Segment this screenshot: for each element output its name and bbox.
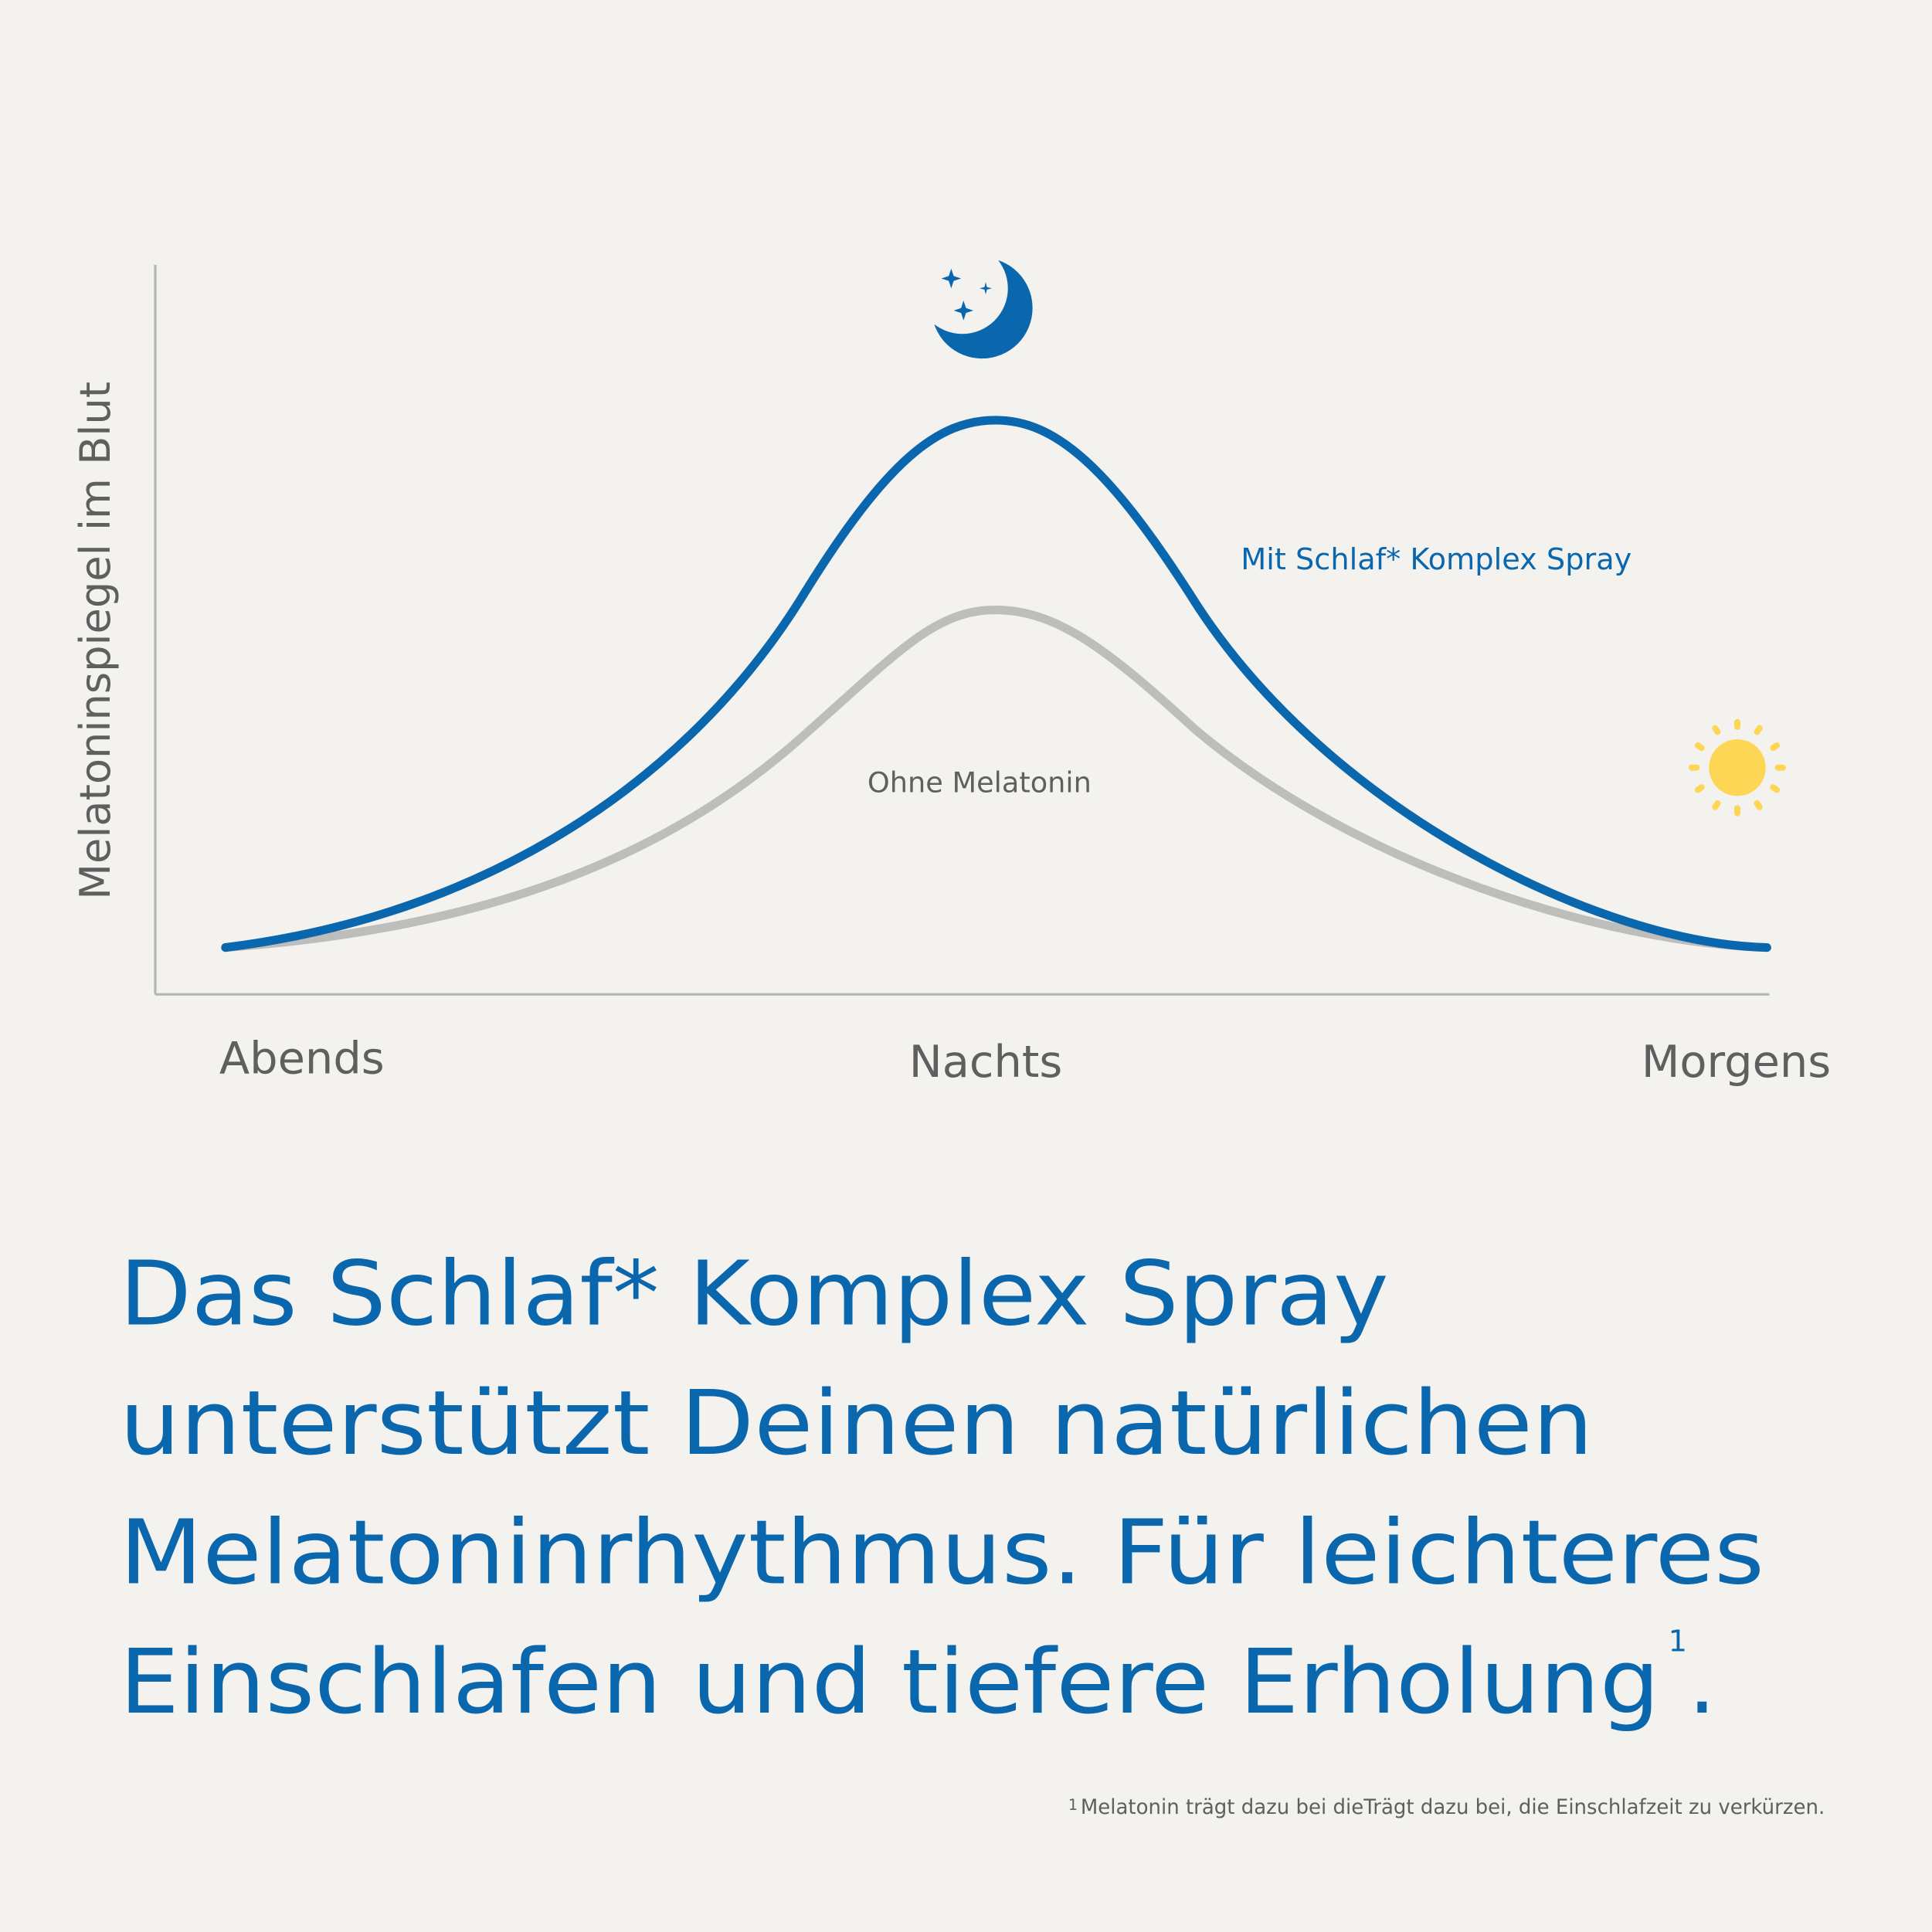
headline-line: Das Schlaf* Komplex Spray (120, 1243, 1389, 1346)
series-label: Ohne Melatonin (868, 766, 1092, 800)
curve-without (221, 605, 1771, 952)
footnote: Melatonin trägt dazu bei dieTrägt dazu b… (1081, 1795, 1825, 1819)
x-label: Nachts (909, 1036, 1062, 1088)
y-axis-label: Melatoninspiegel im Blut (71, 382, 120, 900)
curve-with (221, 416, 1771, 952)
superscript: 1 (1669, 1624, 1687, 1659)
headline-line: Einschlafen und tiefere Erholung (120, 1631, 1660, 1734)
headline-line: Melatoninrhythmus. Für leichteres (120, 1502, 1764, 1605)
x-label: Morgens (1642, 1036, 1831, 1088)
headline: Das Schlaf* Komplex Spray unterstützt De… (120, 1243, 1764, 1734)
series-label: Mit Schlaf* Komplex Spray (1241, 542, 1632, 577)
sun-icon (1688, 718, 1786, 817)
moon-icon (916, 243, 1033, 359)
headline-end: . (1688, 1631, 1716, 1734)
x-label: Abends (219, 1032, 385, 1084)
footnote-marker: 1 (1068, 1796, 1078, 1814)
headline-line: unterstützt Deinen natürlichen (120, 1372, 1594, 1475)
